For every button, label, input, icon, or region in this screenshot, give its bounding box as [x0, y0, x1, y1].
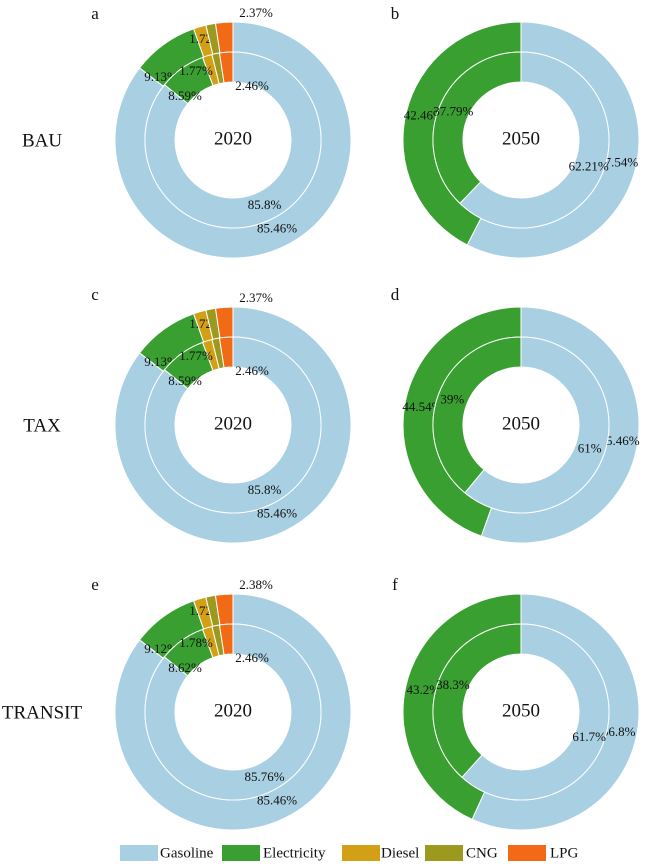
donut-segment — [432, 623, 522, 778]
center-label: 2050 — [502, 413, 540, 434]
row-label: BAU — [22, 130, 62, 151]
value-label: 85.46% — [257, 793, 297, 808]
value-label: 85.8% — [248, 197, 282, 212]
value-label: 44.54% — [402, 399, 442, 414]
legend-label: LPG — [550, 845, 579, 861]
legend-label: Diesel — [381, 845, 419, 861]
value-label: 1.77% — [179, 348, 213, 363]
donut-segment — [461, 623, 610, 801]
center-label: 2020 — [214, 128, 252, 149]
donut-segment — [218, 51, 234, 84]
value-label: 2.46% — [235, 650, 269, 665]
value-label: 2.46% — [235, 363, 269, 378]
panel-letter: f — [392, 575, 398, 594]
panel-letter: e — [91, 575, 99, 594]
legend-label: Electricity — [263, 845, 326, 861]
value-label: 43.2% — [406, 682, 440, 697]
donut-segment — [218, 336, 234, 369]
center-label: 2020 — [214, 413, 252, 434]
panel-letter: b — [391, 4, 400, 23]
value-label: 55.46% — [599, 433, 639, 448]
value-label: 37.79% — [433, 104, 473, 119]
legend-swatch — [120, 845, 158, 861]
value-label: 8.62% — [168, 660, 202, 675]
value-label: 8.59% — [168, 373, 202, 388]
value-label: 1.78% — [179, 635, 213, 650]
value-label: 85.46% — [257, 221, 297, 236]
legend-swatch — [222, 845, 260, 861]
value-label: 2.46% — [235, 78, 269, 93]
donut-segment — [144, 336, 322, 514]
legend-swatch — [342, 845, 380, 861]
donut-segment — [432, 51, 522, 205]
value-label: 57.54% — [598, 154, 638, 169]
row-label: TAX — [23, 415, 61, 436]
panel-letter: c — [91, 285, 99, 304]
donut-segment — [464, 336, 610, 514]
legend-swatch — [508, 845, 546, 861]
value-label: 61.7% — [572, 729, 606, 744]
value-label: 62.21% — [569, 158, 609, 173]
value-label: 2.38% — [239, 577, 273, 592]
value-label: 39% — [440, 391, 464, 406]
donut-segment — [218, 623, 234, 656]
value-label: 8.59% — [168, 88, 202, 103]
panel-letter: a — [91, 4, 99, 23]
legend-label: Gasoline — [160, 845, 214, 861]
donut-segment — [144, 623, 322, 801]
legend-swatch — [425, 845, 463, 861]
value-label: 2.37% — [239, 5, 273, 20]
center-label: 2050 — [502, 700, 540, 721]
value-label: 56.8% — [602, 724, 636, 739]
value-label: 61% — [578, 441, 602, 456]
legend-label: CNG — [466, 845, 498, 861]
center-label: 2050 — [502, 128, 540, 149]
row-label: TRANSIT — [2, 702, 83, 723]
value-label: 85.46% — [257, 506, 297, 521]
value-label: 42.46% — [404, 108, 444, 123]
donut-segment — [144, 51, 322, 229]
value-label: 85.8% — [248, 482, 282, 497]
value-label: 38.3% — [436, 677, 470, 692]
donut-segment — [459, 51, 610, 229]
value-label: 2.37% — [239, 290, 273, 305]
value-label: 1.77% — [179, 63, 213, 78]
value-label: 85.76% — [245, 769, 285, 784]
panel-letter: d — [391, 285, 400, 304]
donut-segment — [432, 336, 522, 494]
center-label: 2020 — [214, 700, 252, 721]
